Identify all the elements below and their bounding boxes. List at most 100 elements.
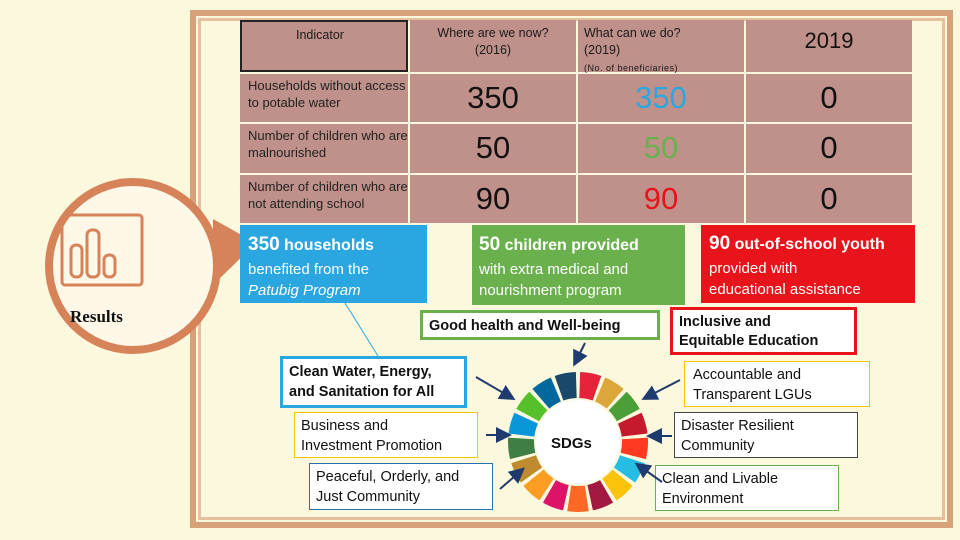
- row1-2019-cell: 0: [746, 74, 912, 122]
- header-now-title: Where are we now?: [437, 26, 549, 40]
- outcome-school-rest: out-of-school youth: [730, 236, 885, 253]
- sdg-wheel-segment: [617, 412, 648, 437]
- sdg-business-line2: Investment Promotion: [301, 437, 443, 454]
- sdg-peace-line1: Peaceful, Orderly, and: [316, 469, 460, 485]
- goal-water-line1: Clean Water, Energy,: [289, 364, 432, 380]
- goal-education-box: Inclusive and Equitable Education: [670, 307, 857, 355]
- row2-label: Number of children who are malnourished: [248, 128, 408, 160]
- row2-2019: 0: [820, 130, 838, 165]
- bar-chart-icon: [60, 213, 144, 287]
- header-now-year: (2016): [474, 42, 512, 57]
- row1-label: Households without access to potable wat…: [248, 78, 406, 110]
- header-indicator-cell: Indicator: [240, 20, 408, 72]
- outcome-water-line1: 350 households: [248, 231, 419, 259]
- sdg-disaster-box: Disaster Resilient Community: [674, 412, 858, 458]
- sdg-wheel-segment: [554, 372, 577, 401]
- sdg-clean-line1: Clean and Livable: [662, 471, 779, 487]
- sdg-wheel-segment: [608, 391, 640, 422]
- sdg-wheel-segment: [508, 412, 539, 437]
- row3-now-cell: 90: [410, 175, 576, 223]
- header-can-cell: What can we do? (2019) (No. of beneficia…: [578, 20, 744, 73]
- sdg-peace-box: Peaceful, Orderly, and Just Community: [309, 463, 493, 510]
- row3-label: Number of children who are not attending…: [248, 179, 408, 211]
- sdg-disaster-line2: Community: [681, 437, 755, 454]
- arrow-to-sdg-wheel: [573, 342, 588, 367]
- arrow-to-sdg-wheel: [475, 376, 516, 401]
- sdg-clean-box: Clean and Livable Environment: [655, 465, 839, 511]
- row2-label-cell: Number of children who are malnourished: [240, 124, 408, 173]
- row2-now: 50: [475, 130, 511, 165]
- outcome-health-line2: with extra medical and: [479, 260, 629, 278]
- sdg-wheel-segment: [516, 391, 548, 422]
- outcome-health-rest: children provided: [500, 237, 639, 254]
- outcome-water-num: 350: [248, 234, 280, 255]
- outcome-water-rest: households: [279, 237, 374, 254]
- sdg-wheel-segment: [508, 437, 536, 460]
- sdg-business-box: Business and Investment Promotion: [294, 412, 478, 458]
- arrow-to-sdg-wheel: [641, 379, 681, 400]
- sdg-wheel-segment: [602, 469, 633, 501]
- sdg-wheel-segment: [587, 480, 614, 511]
- sdg-disaster-line1: Disaster Resilient: [681, 418, 794, 434]
- row3-can: 90: [643, 181, 679, 216]
- goal-water-line2: and Sanitation for All: [289, 383, 435, 400]
- sdg-wheel-segment: [595, 377, 624, 409]
- sdg-clean-line2: Environment: [662, 490, 744, 507]
- row2-can-cell: 50: [578, 124, 744, 173]
- outcome-water-box: 350 households benefited from the Patubi…: [240, 225, 427, 303]
- sdg-wheel-segment: [567, 485, 589, 512]
- row3-2019: 0: [820, 181, 838, 216]
- outcome-health-line3: nourishment program: [479, 282, 622, 300]
- goal-education-line1: Inclusive and: [679, 314, 771, 330]
- sdg-peace-line2: Just Community: [316, 488, 420, 505]
- row1-can-cell: 350: [578, 74, 744, 122]
- goal-water-box: Clean Water, Energy, and Sanitation for …: [280, 356, 467, 408]
- row2-now-cell: 50: [410, 124, 576, 173]
- header-can: What can we do? (2019) (No. of beneficia…: [584, 25, 681, 76]
- outcome-school-line2: provided with: [709, 259, 798, 277]
- outcome-school-line3: educational assistance: [709, 281, 861, 299]
- outcome-school-num: 90: [709, 233, 731, 254]
- header-can-note: (No. of beneficiaries): [584, 62, 679, 73]
- goal-health-box: Good health and Well-being: [420, 310, 660, 340]
- sdg-wheel-segment: [542, 480, 569, 511]
- row3-label-cell: Number of children who are not attending…: [240, 175, 408, 223]
- header-now: Where are we now? (2016): [428, 25, 558, 59]
- header-2019: 2019: [804, 28, 854, 53]
- results-pointer: [213, 219, 256, 285]
- header-can-title: What can we do?: [584, 26, 681, 40]
- sdg-wheel-segment: [523, 469, 554, 501]
- outcome-water-line2: benefited from the: [248, 260, 369, 278]
- row2-2019-cell: 0: [746, 124, 912, 173]
- outcome-water-line3: Patubig Program: [248, 282, 361, 300]
- sdg-wheel-center: [536, 400, 620, 484]
- outcome-school-box: 90 out-of-school youth provided with edu…: [701, 225, 915, 303]
- goal-education-line2: Equitable Education: [679, 332, 819, 349]
- row1-can: 350: [635, 80, 687, 115]
- sdg-business-line1: Business and: [301, 418, 389, 434]
- sdg-center-label: SDGs: [551, 435, 592, 452]
- sdg-wheel-segment: [620, 437, 648, 460]
- sdg-accountable-box: Accountable and Transparent LGUs: [684, 361, 870, 407]
- row2-can: 50: [643, 130, 679, 165]
- row1-now: 350: [467, 80, 519, 115]
- results-circle-inner: [53, 186, 213, 346]
- outcome-health-line1: 50 children provided: [479, 231, 678, 259]
- row3-2019-cell: 0: [746, 175, 912, 223]
- row3-can-cell: 90: [578, 175, 744, 223]
- arrow-to-sdg-wheel: [499, 467, 526, 490]
- results-label: Results: [70, 307, 123, 326]
- outcome-health-box: 50 children provided with extra medical …: [472, 225, 685, 305]
- outcome-health-num: 50: [479, 234, 501, 255]
- sdg-accountable-line2: Transparent LGUs: [693, 386, 812, 403]
- outcome-school-line1: 90 out-of-school youth: [709, 230, 907, 258]
- header-now-cell: Where are we now? (2016): [410, 20, 576, 72]
- results-badge: [45, 178, 256, 354]
- arrow-to-sdg-wheel: [634, 462, 663, 483]
- header-can-year: (2019): [584, 42, 621, 57]
- goal-health-label: Good health and Well-being: [429, 318, 621, 334]
- header-indicator: Indicator: [296, 28, 344, 42]
- header-2019-cell: 2019: [746, 20, 912, 72]
